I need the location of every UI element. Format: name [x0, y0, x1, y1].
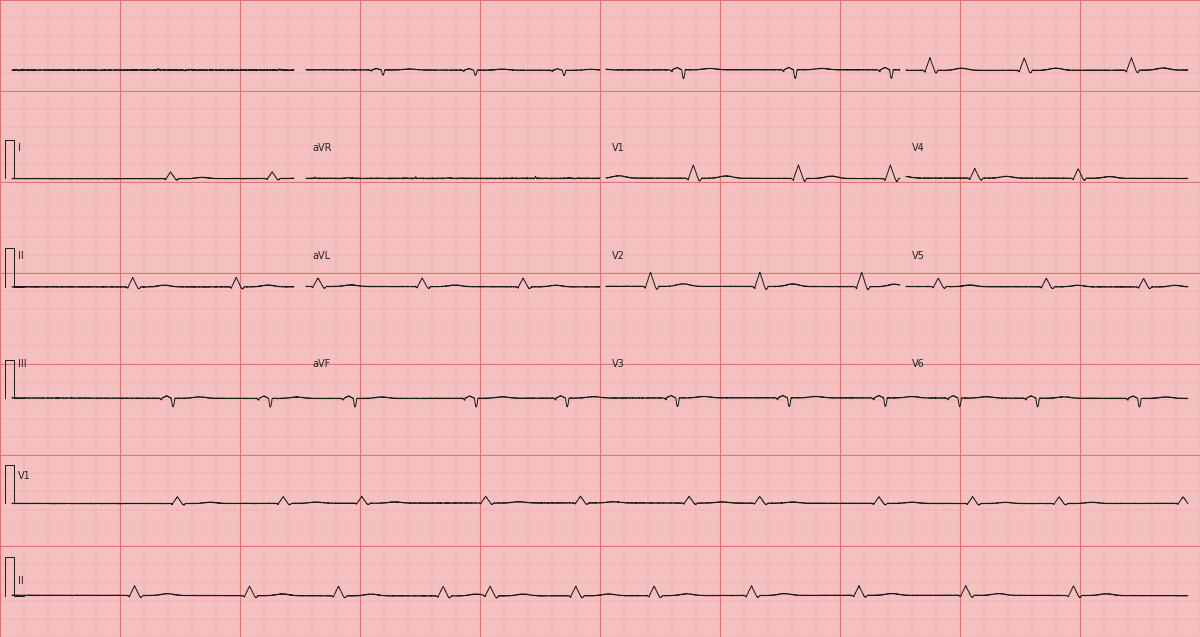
Text: V4: V4	[912, 143, 925, 153]
Text: V1: V1	[612, 143, 625, 153]
Text: aVL: aVL	[312, 251, 330, 261]
Text: aVF: aVF	[312, 359, 330, 369]
Text: V2: V2	[612, 251, 625, 261]
Text: III: III	[18, 359, 26, 369]
Text: II: II	[18, 576, 24, 586]
Text: V1: V1	[18, 471, 31, 481]
Text: I: I	[18, 143, 20, 153]
Text: V6: V6	[912, 359, 925, 369]
Text: aVR: aVR	[312, 143, 331, 153]
Text: V5: V5	[912, 251, 925, 261]
Text: V3: V3	[612, 359, 625, 369]
Text: II: II	[18, 251, 24, 261]
